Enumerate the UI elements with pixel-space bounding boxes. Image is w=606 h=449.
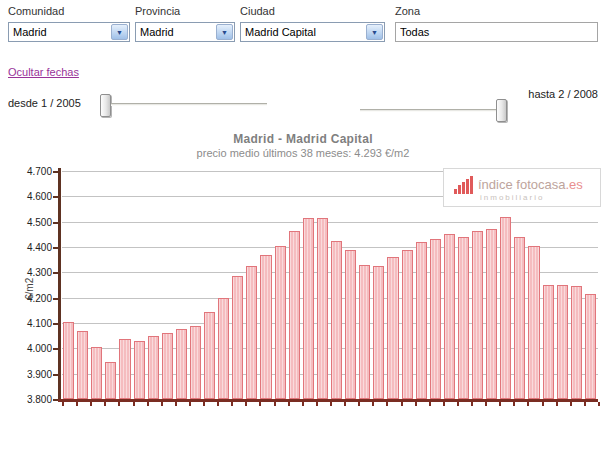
y-axis-label: €/m2 (24, 278, 35, 300)
bar (486, 229, 497, 399)
x-axis-tick (372, 402, 374, 406)
x-axis-tick (274, 402, 276, 406)
y-tick-label: 4.300 (16, 267, 52, 278)
y-tick-label: 3.900 (16, 369, 52, 380)
bar (303, 218, 314, 399)
x-axis-tick (62, 402, 64, 406)
x-axis-tick (175, 402, 177, 406)
bar (63, 322, 74, 399)
y-tick-label: 4.400 (16, 242, 52, 253)
x-axis-tick (189, 402, 191, 406)
bar (373, 266, 384, 399)
x-axis-tick (598, 402, 600, 406)
bar (472, 231, 483, 399)
bar (444, 234, 455, 399)
x-axis-tick (457, 402, 459, 406)
x-axis-tick (485, 402, 487, 406)
x-axis-tick (231, 402, 233, 406)
x-axis-tick (302, 402, 304, 406)
logo-subtext: inmobiliario (480, 193, 544, 202)
x-axis-tick (161, 402, 163, 406)
gridline (62, 222, 598, 223)
x-axis-tick (147, 402, 149, 406)
y-tick-label: 4.600 (16, 191, 52, 202)
bar (119, 339, 130, 399)
chart-canvas: 4.7004.6004.5004.4004.3004.2004.1004.000… (0, 0, 606, 449)
x-axis-tick (259, 402, 261, 406)
x-axis-tick (556, 402, 558, 406)
bar (359, 265, 370, 399)
y-axis-line (58, 168, 61, 401)
bar (345, 250, 356, 399)
x-axis-tick (429, 402, 431, 406)
y-tick-label: 4.100 (16, 318, 52, 329)
bar (387, 257, 398, 399)
x-axis-tick (415, 402, 417, 406)
bar (458, 237, 469, 399)
x-axis-tick (90, 402, 92, 406)
bar (148, 336, 159, 399)
bar (218, 298, 229, 399)
y-tick-label: 4.500 (16, 217, 52, 228)
bar (500, 217, 511, 399)
x-axis-tick (118, 402, 120, 406)
x-axis-tick (471, 402, 473, 406)
bar (190, 326, 201, 399)
x-axis-tick (344, 402, 346, 406)
bar (91, 347, 102, 399)
bar (430, 239, 441, 399)
fotocasa-logo: índice fotocasa.es inmobiliario (443, 168, 601, 207)
x-axis-tick (217, 402, 219, 406)
x-axis-tick (570, 402, 572, 406)
x-axis-tick (76, 402, 78, 406)
logo-bar-chart-icon (454, 176, 473, 194)
bar (77, 331, 88, 399)
bar (402, 250, 413, 399)
x-axis-tick (443, 402, 445, 406)
x-axis-tick (316, 402, 318, 406)
bar (176, 329, 187, 399)
bar (514, 237, 525, 399)
bar (528, 246, 539, 399)
bar (232, 276, 243, 399)
bar (275, 246, 286, 399)
x-axis-line (58, 399, 598, 402)
bar (105, 362, 116, 399)
bar (289, 231, 300, 399)
logo-text-suffix: .es (565, 177, 582, 192)
bar (543, 285, 554, 399)
x-axis-tick (358, 402, 360, 406)
bar (246, 266, 257, 399)
x-axis-tick (386, 402, 388, 406)
x-axis-tick (401, 402, 403, 406)
y-tick-label: 4.700 (16, 166, 52, 177)
x-axis-tick (104, 402, 106, 406)
bar (585, 294, 596, 399)
logo-text: índice fotocasa.es (478, 177, 583, 192)
x-axis-tick (288, 402, 290, 406)
bar (204, 312, 215, 399)
bar (317, 218, 328, 399)
y-tick-label: 3.800 (16, 394, 52, 405)
bar (260, 255, 271, 399)
x-axis-tick (513, 402, 515, 406)
x-axis-tick (499, 402, 501, 406)
bar (571, 286, 582, 399)
y-tick-label: 4.000 (16, 343, 52, 354)
bar (331, 241, 342, 399)
x-axis-tick (527, 402, 529, 406)
bar (134, 341, 145, 399)
x-axis-tick (133, 402, 135, 406)
x-axis-tick (584, 402, 586, 406)
x-axis-tick (542, 402, 544, 406)
bar (162, 333, 173, 399)
x-axis-tick (245, 402, 247, 406)
bar (416, 242, 427, 399)
x-axis-tick (330, 402, 332, 406)
bar (557, 285, 568, 399)
x-axis-tick (203, 402, 205, 406)
